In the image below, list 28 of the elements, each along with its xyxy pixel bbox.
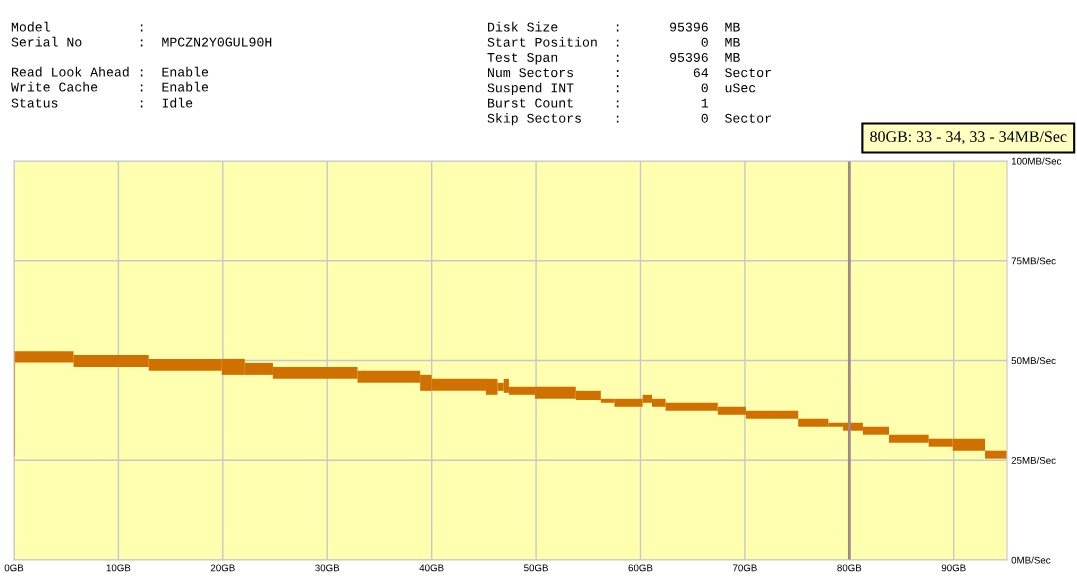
text: Num Sectors : 64 Sector [488, 68, 771, 78]
text: Suspend INT : 0 uSec [487, 82, 756, 95]
x-tick-label: 90GB [941, 564, 966, 572]
x-tick-label: 70GB [732, 564, 757, 572]
y-tick-label: 100MB/Sec [1011, 157, 1062, 165]
x-tick-label: 50GB [524, 564, 548, 572]
text: Model : [11, 21, 143, 32]
text: 80GB: 33 - 34, 33 - 34MB/Sec [870, 131, 1067, 145]
x-tick-label: 30GB [315, 564, 340, 572]
x-tick-label: 80GB [837, 564, 862, 572]
x-tick-label: 20GB [210, 564, 235, 572]
y-tick-label: 0MB/Sec [1011, 556, 1051, 564]
text: Test Span : 95396 MB [487, 52, 740, 65]
y-tick-label: 50MB/Sec [1011, 356, 1056, 365]
x-tick-label: 40GB [419, 564, 444, 572]
x-tick-label: 0GB [4, 564, 24, 572]
text: Disk Size : 95396 MB [488, 21, 740, 32]
x-tick-label: 60GB [628, 564, 653, 572]
y-tick-label: 75MB/Sec [1011, 257, 1056, 265]
text: Start Position : 0 MB [487, 37, 740, 47]
x-tick-label: 10GB [106, 564, 131, 572]
text: Serial No : MPCZN2Y0GUL90H [11, 36, 272, 47]
text: Write Cache : Enable [11, 81, 209, 92]
text: Read Look Ahead : Enable [12, 66, 209, 77]
y-tick-label: 25MB/Sec [1011, 456, 1056, 464]
text: Burst Count : 1 [488, 98, 709, 108]
text: Skip Sectors : 0 Sector [487, 113, 771, 126]
text: Status : Idle [11, 97, 193, 108]
